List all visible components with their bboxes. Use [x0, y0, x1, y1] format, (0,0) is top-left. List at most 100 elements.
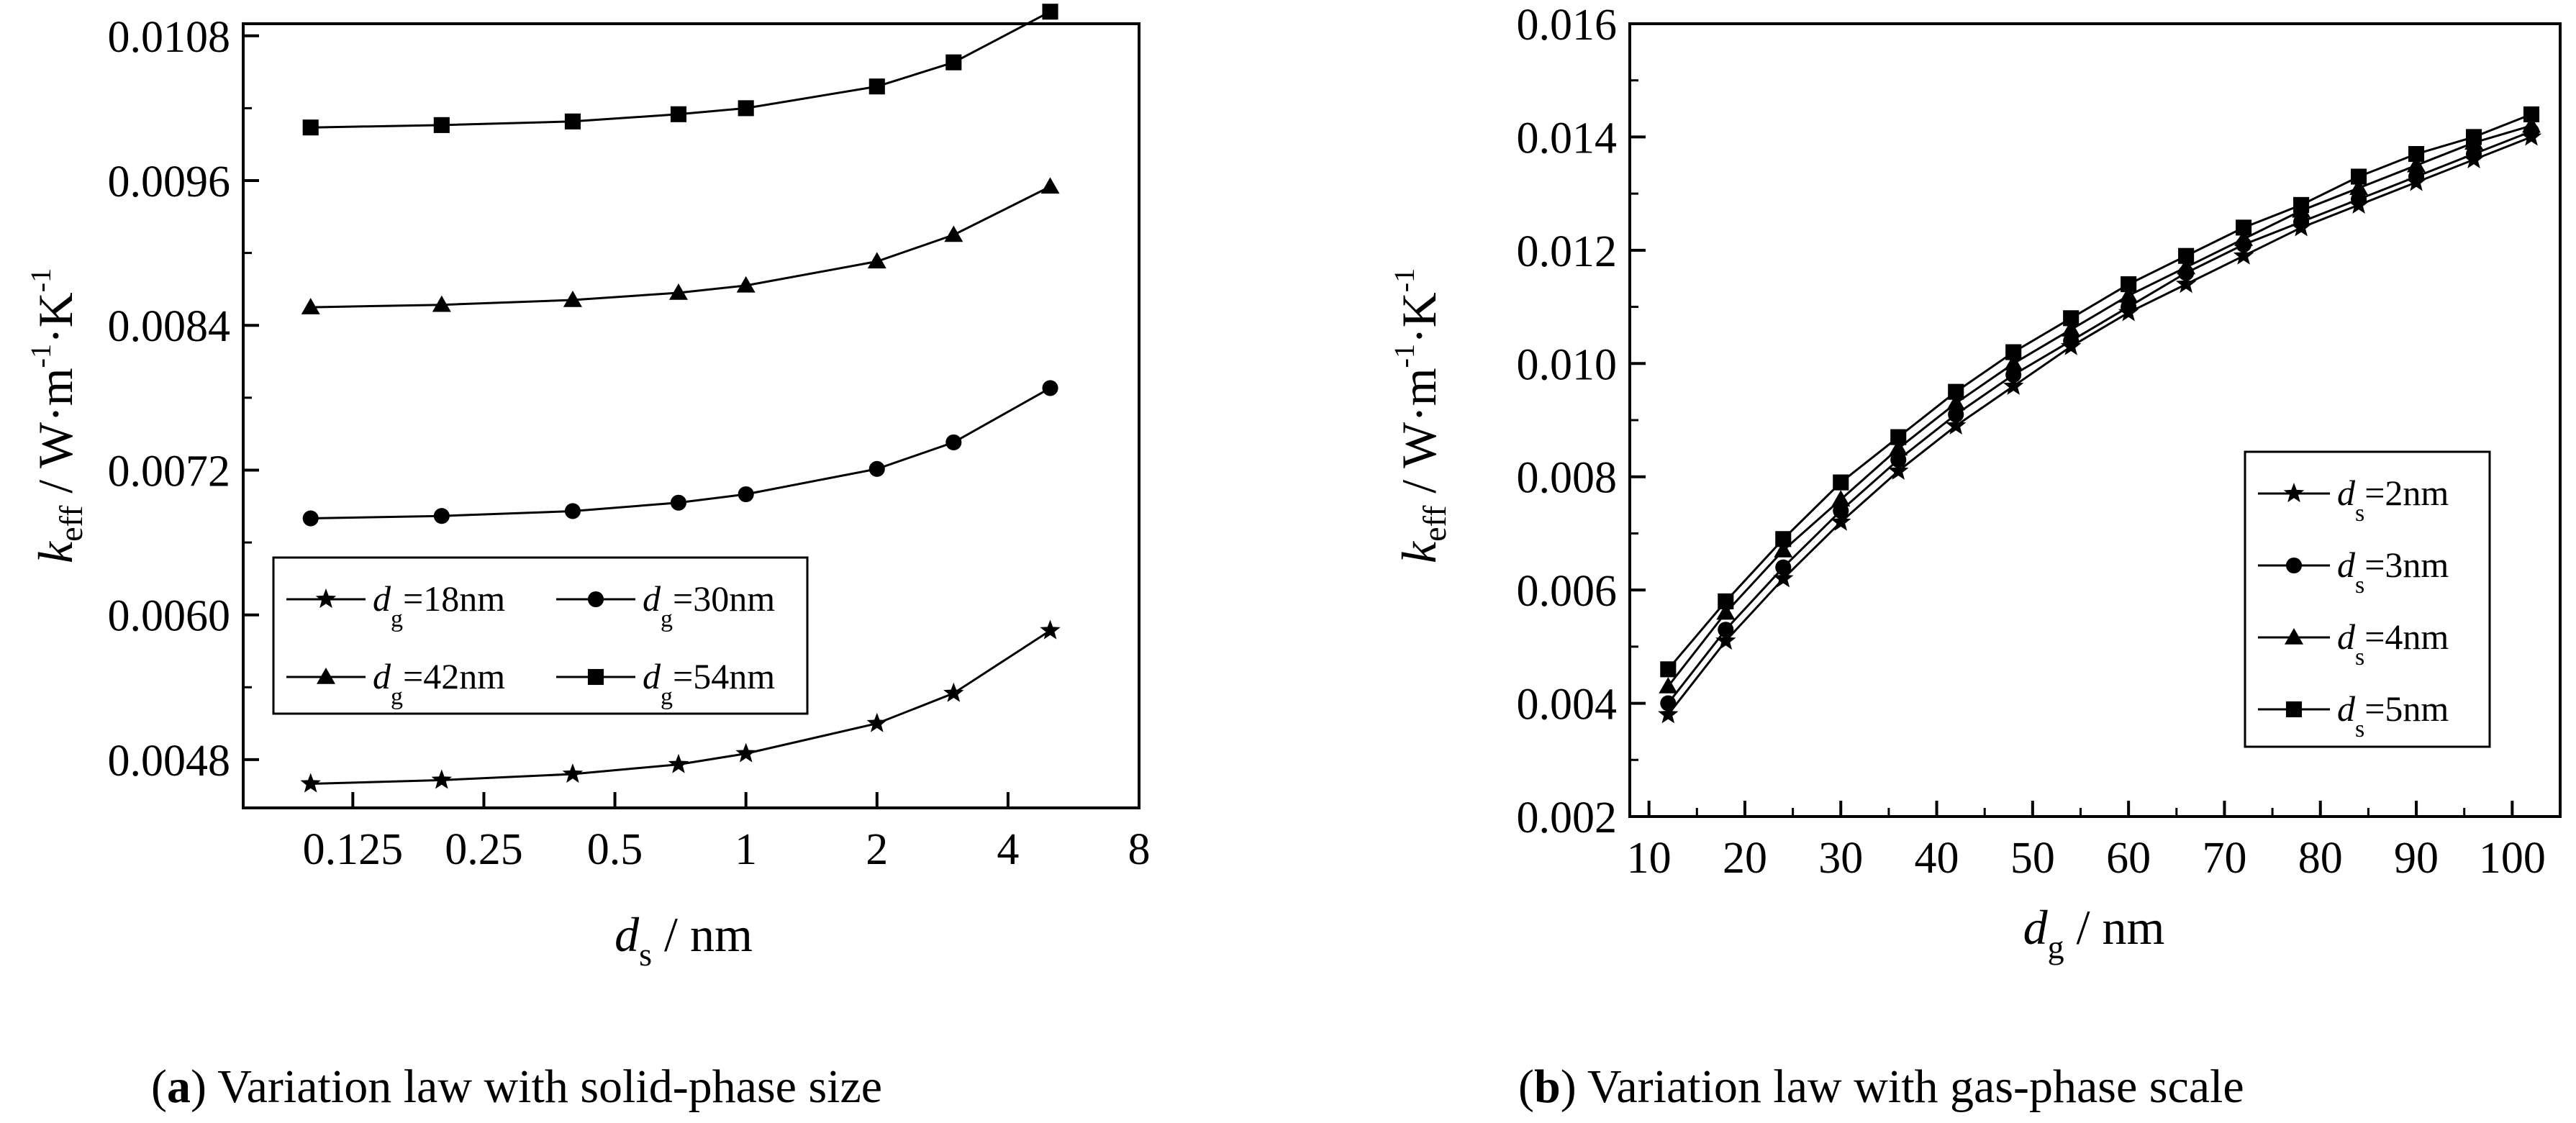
- legend-marker-circle: [587, 591, 604, 608]
- data-point-circle: [945, 434, 962, 450]
- legend-marker-square: [2285, 701, 2303, 718]
- x-tick-label: 40: [1915, 834, 1959, 883]
- x-tick-label: 20: [1723, 834, 1767, 883]
- data-point-square: [670, 106, 687, 122]
- data-point-triangle: [2062, 320, 2081, 337]
- chart-b-plot-frame: [1628, 22, 2562, 818]
- legend-entry: ds=3nm: [2258, 545, 2449, 599]
- legend-label-var: d: [2337, 688, 2356, 729]
- data-point-triangle: [1831, 490, 1851, 506]
- caption-a: (a) Variation law with solid-phase size: [151, 1060, 882, 1113]
- x-tick-label: 60: [2106, 834, 2151, 883]
- legend-label: dg=54nm: [643, 656, 775, 710]
- y-title-unit: / W·m: [1392, 368, 1446, 505]
- legend-entry: dg=30nm: [556, 578, 775, 632]
- data-point-star: [2003, 375, 2024, 395]
- data-point-circle: [1718, 622, 1734, 638]
- data-point-triangle: [2407, 155, 2426, 173]
- chart-a-series: [300, 4, 1061, 793]
- caption-b: (b) Variation law with gas-phase scale: [1518, 1060, 2244, 1113]
- data-point-circle: [2408, 168, 2425, 185]
- data-point-star: [300, 773, 321, 793]
- data-point-square: [1660, 661, 1677, 678]
- data-point-square: [2408, 145, 2425, 163]
- x-tick-label: 50: [2010, 834, 2055, 883]
- y-tick-label: 0.0072: [108, 447, 231, 496]
- data-point-square: [1948, 383, 1964, 400]
- series-line: [1667, 124, 2532, 687]
- legend-label-sub: g: [661, 606, 673, 632]
- legend-label-rest: =5nm: [2364, 688, 2449, 729]
- data-point-square: [564, 113, 581, 129]
- legend-entry: dg=18nm: [286, 578, 505, 632]
- data-point-star: [866, 712, 887, 732]
- y-tick-label: 0.012: [1517, 227, 1618, 276]
- data-point-square: [1833, 474, 1849, 491]
- legend-label-sub: s: [2355, 500, 2364, 527]
- y-tick-label: 0.0108: [108, 13, 231, 62]
- chart-a-x-axis-title: ds / nm: [614, 907, 753, 973]
- legend-label: ds=2nm: [2337, 473, 2449, 527]
- data-point-triangle: [1946, 394, 1966, 411]
- data-point-triangle: [1774, 541, 1793, 558]
- y-tick-label: 0.016: [1517, 1, 1618, 50]
- data-point-square: [2523, 106, 2540, 122]
- legend-entry: dg=54nm: [556, 656, 775, 710]
- legend-label-rest: =4nm: [2364, 617, 2449, 657]
- data-point-square: [1775, 531, 1792, 547]
- y-title-var: k: [28, 540, 83, 563]
- x-tick-label: 0.5: [587, 825, 643, 874]
- legend-entry: ds=2nm: [2258, 473, 2449, 527]
- data-point-star: [562, 763, 584, 783]
- series-star: [300, 619, 1061, 793]
- y-title-exp1: -1: [24, 344, 57, 368]
- legend-label-rest: =30nm: [673, 578, 775, 619]
- data-point-star: [1658, 704, 1679, 724]
- data-point-square: [738, 100, 754, 117]
- data-point-square: [302, 119, 319, 136]
- y-tick-label: 0.0084: [108, 302, 231, 351]
- y-tick-label: 0.006: [1517, 567, 1618, 616]
- legend-label-rest: =54nm: [673, 656, 775, 696]
- data-point-square: [2121, 276, 2137, 293]
- data-point-triangle: [2349, 178, 2369, 196]
- data-point-star: [1888, 460, 1909, 480]
- chart-a-tick-labels: 0.125 0.25 0.5 1 2 4 8 0.0048 0.0060 0.0072 0.0084…: [108, 13, 1151, 874]
- legend-entry: dg=42nm: [286, 656, 505, 710]
- legend-label-rest: =42nm: [403, 656, 505, 696]
- legend-label-sub: s: [2355, 716, 2364, 742]
- data-point-square: [2063, 310, 2080, 327]
- data-point-triangle: [432, 295, 451, 312]
- data-point-circle: [738, 486, 754, 503]
- data-point-triangle: [867, 252, 886, 269]
- chart-a: 0.125 0.25 0.5 1 2 4 8 0.0048 0.0060 0.0072 0.0084…: [24, 4, 1151, 973]
- legend-entry: ds=4nm: [2258, 617, 2449, 670]
- data-point-triangle: [301, 298, 320, 314]
- data-point-circle: [433, 508, 450, 524]
- legend-label: ds=5nm: [2337, 688, 2449, 742]
- data-point-triangle: [1040, 177, 1060, 194]
- y-tick-label: 0.002: [1517, 794, 1618, 842]
- x-tick-label: 70: [2202, 834, 2246, 883]
- data-point-triangle: [1889, 439, 1908, 456]
- series-line: [310, 387, 1051, 519]
- y-title-unit: / W·m: [28, 368, 83, 505]
- chart-b-y-axis-title: keff / W·m-1·K-1: [1388, 268, 1453, 563]
- caption-b-close: ): [1561, 1060, 1577, 1113]
- series-square: [302, 4, 1058, 136]
- legend-marker-triangle: [2285, 628, 2303, 645]
- data-point-circle: [1775, 559, 1792, 576]
- legend-label-sub: g: [391, 683, 403, 710]
- data-point-star: [668, 753, 689, 773]
- y-title-var: k: [1392, 540, 1446, 563]
- x-title-sub: s: [639, 936, 652, 973]
- data-point-circle: [564, 503, 581, 519]
- x-title-var: d: [614, 907, 640, 962]
- caption-a-close: ): [191, 1060, 207, 1113]
- data-point-circle: [670, 494, 687, 511]
- chart-a-ticks: [243, 34, 1140, 808]
- data-point-triangle: [2234, 229, 2254, 246]
- x-tick-label: 0.125: [303, 825, 404, 874]
- legend-label-var: d: [373, 656, 391, 696]
- data-point-circle: [1660, 695, 1677, 711]
